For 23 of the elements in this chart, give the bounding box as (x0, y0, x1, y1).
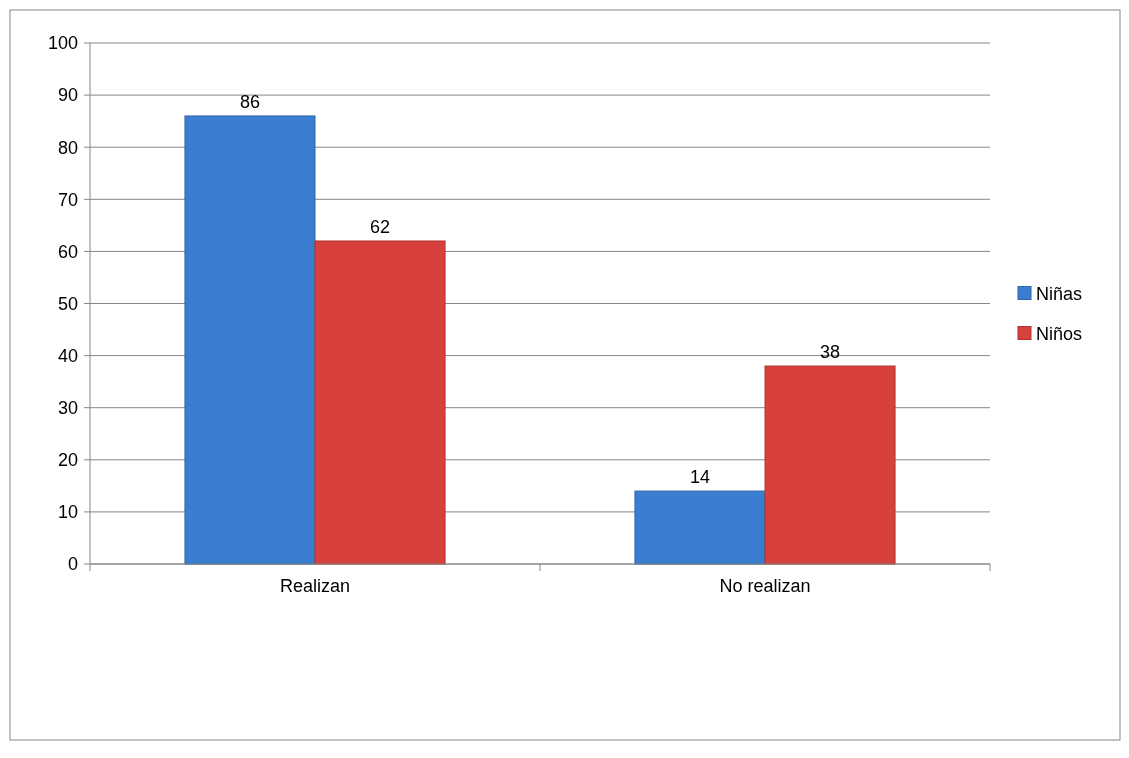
legend-label: Niños (1036, 323, 1083, 344)
y-tick-label: 100 (47, 33, 78, 54)
y-tick-label: 40 (57, 345, 78, 366)
y-tick-label: 60 (57, 241, 78, 262)
bar (184, 115, 316, 565)
y-tick-label: 0 (67, 554, 78, 575)
bar (764, 365, 896, 565)
bar (314, 240, 446, 565)
data-label: 14 (689, 467, 710, 488)
x-tick-label: Realizan (279, 576, 351, 596)
y-tick-label: 20 (57, 450, 78, 471)
data-label: 62 (370, 216, 391, 237)
y-tick-label: 80 (57, 137, 78, 158)
y-tick-label: 50 (57, 293, 78, 314)
y-tick-label: 30 (57, 398, 78, 418)
y-tick-label: 70 (57, 189, 78, 210)
data-label: 38 (820, 342, 841, 363)
y-tick-label: 10 (57, 502, 78, 523)
legend-label: Niñas (1036, 283, 1083, 304)
x-tick-label: No realizan (719, 576, 811, 596)
y-tick-label: 90 (57, 85, 78, 106)
data-label: 86 (239, 91, 260, 112)
bar (634, 490, 766, 565)
